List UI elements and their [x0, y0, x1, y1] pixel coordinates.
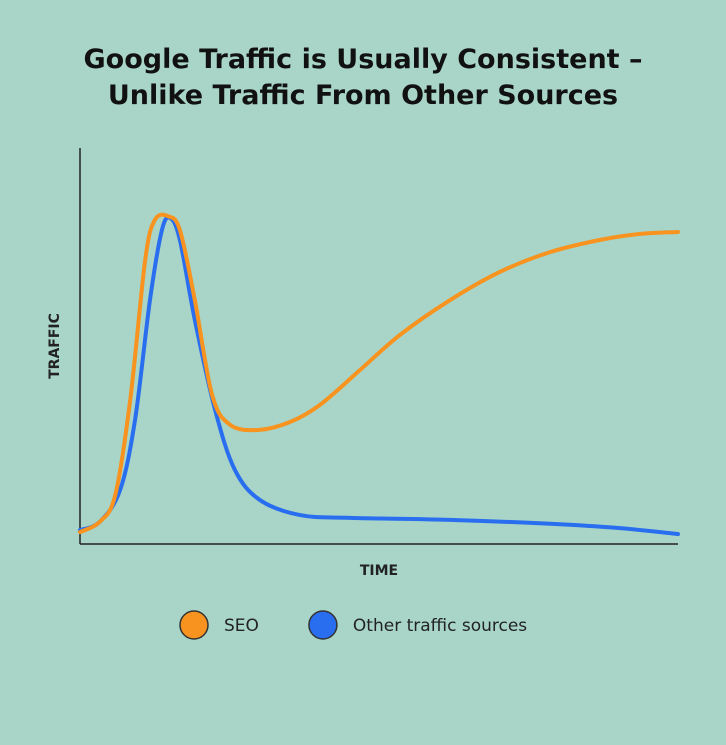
legend-label: Other traffic sources	[353, 616, 527, 636]
line	[78, 215, 680, 537]
legend-marker	[308, 610, 338, 640]
legend-marker	[179, 610, 209, 640]
legend-label: SEO	[224, 616, 259, 636]
y-axis-label: TRAFFIC	[47, 313, 63, 379]
chart-title: Google Traffic is Usually Consistent – U…	[83, 44, 643, 111]
x-axis-label: TIME	[360, 563, 398, 579]
line	[78, 212, 680, 535]
